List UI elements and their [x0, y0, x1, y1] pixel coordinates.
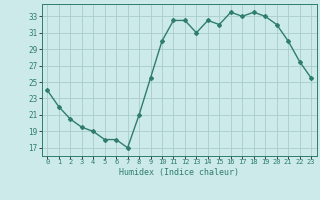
X-axis label: Humidex (Indice chaleur): Humidex (Indice chaleur) — [119, 168, 239, 177]
